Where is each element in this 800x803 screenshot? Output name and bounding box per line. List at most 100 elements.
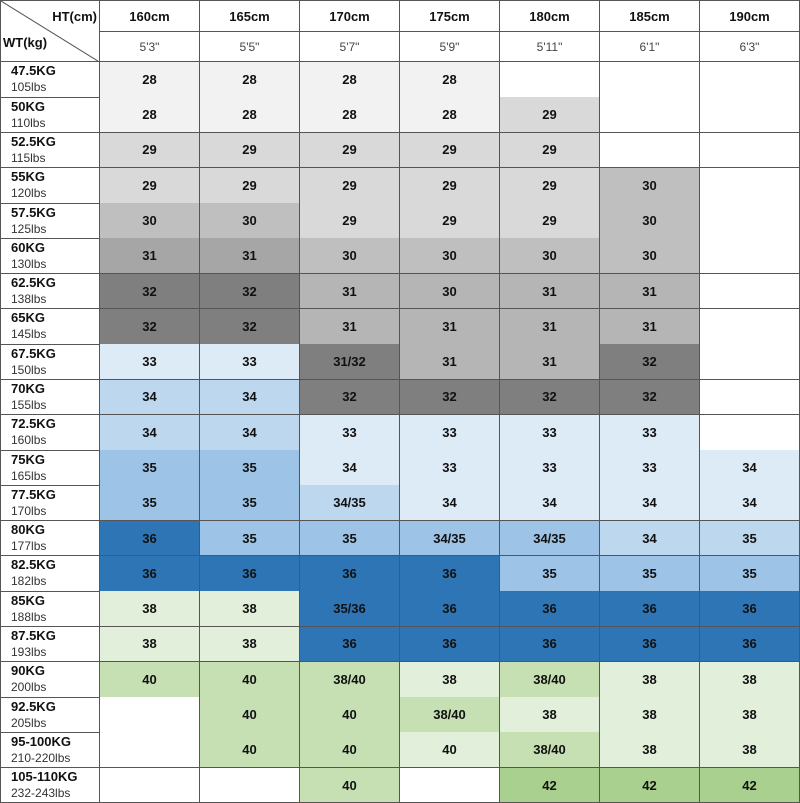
size-cell: 36 (600, 626, 700, 663)
size-cell: 36 (300, 626, 400, 663)
weight-cell: 72.5KG 160lbs (0, 414, 100, 451)
weight-lbs: 165lbs (11, 468, 47, 483)
size-cell: 32 (600, 379, 700, 416)
size-cell: 35 (700, 520, 800, 557)
size-cell: 32 (100, 273, 200, 310)
size-cell: 33 (200, 344, 300, 381)
size-cell (400, 767, 500, 803)
weight-cell: 67.5KG 150lbs (0, 344, 100, 381)
size-cell: 38 (400, 661, 500, 698)
size-cell: 34/35 (500, 520, 600, 557)
size-cell (700, 273, 800, 310)
size-cell: 38 (100, 591, 200, 628)
size-cell: 34 (200, 379, 300, 416)
weight-lbs: 145lbs (11, 327, 47, 342)
size-cell: 36 (500, 626, 600, 663)
size-cell: 40 (300, 732, 400, 769)
height-ft: 5'9" (400, 32, 500, 62)
weight-cell: 55KG 120lbs (0, 167, 100, 204)
size-cell: 40 (400, 732, 500, 769)
size-cell: 34 (600, 520, 700, 557)
height-cm: 165cm (200, 0, 300, 32)
size-cell: 30 (100, 203, 200, 239)
size-cell: 34 (100, 379, 200, 416)
weight-lbs: 105lbs (11, 80, 47, 95)
weight-cell: 87.5KG 193lbs (0, 626, 100, 663)
size-cell: 36 (700, 591, 800, 628)
size-cell: 31 (500, 309, 600, 345)
size-cell: 36 (500, 591, 600, 628)
size-cell: 31/32 (300, 344, 400, 381)
weight-lbs: 155lbs (11, 397, 47, 412)
size-cell: 29 (400, 167, 500, 204)
size-cell: 38 (700, 697, 800, 733)
size-cell: 28 (400, 97, 500, 134)
size-cell: 29 (400, 203, 500, 239)
weight-kg: 72.5KG (11, 416, 56, 432)
weight-cell: 77.5KG 170lbs (0, 485, 100, 522)
size-cell: 32 (500, 379, 600, 416)
weight-label: WT(kg) (3, 35, 48, 50)
size-cell: 32 (200, 309, 300, 345)
weight-kg: 57.5KG (11, 204, 56, 220)
size-cell: 29 (500, 203, 600, 239)
size-cell (100, 767, 200, 803)
weight-lbs: 205lbs (11, 715, 47, 730)
weight-lbs: 130lbs (11, 256, 47, 271)
size-cell: 36 (700, 626, 800, 663)
size-cell: 35 (600, 556, 700, 592)
weight-lbs: 177lbs (11, 539, 47, 554)
height-label: HT(cm) (52, 9, 97, 24)
size-cell (700, 167, 800, 204)
size-cell: 28 (200, 97, 300, 134)
size-cell (100, 732, 200, 769)
weight-kg: 82.5KG (11, 557, 56, 573)
size-cell: 30 (600, 167, 700, 204)
size-cell: 29 (100, 132, 200, 169)
weight-lbs: 150lbs (11, 362, 47, 377)
size-cell: 30 (500, 238, 600, 275)
size-cell: 35 (700, 556, 800, 592)
size-cell: 42 (700, 767, 800, 803)
weight-kg: 55KG (11, 169, 45, 185)
weight-lbs: 160lbs (11, 433, 47, 448)
weight-lbs: 193lbs (11, 644, 47, 659)
size-cell: 38 (600, 661, 700, 698)
weight-cell: 62.5KG 138lbs (0, 273, 100, 310)
weight-lbs: 120lbs (11, 186, 47, 201)
size-cell: 38/40 (400, 697, 500, 733)
size-cell: 35 (100, 450, 200, 486)
size-cell: 35 (300, 520, 400, 557)
weight-cell: 82.5KG 182lbs (0, 556, 100, 592)
size-cell (700, 203, 800, 239)
corner-diagonal (1, 1, 101, 63)
size-cell: 36 (400, 626, 500, 663)
height-cm: 175cm (400, 0, 500, 32)
size-cell: 36 (300, 556, 400, 592)
size-cell: 28 (100, 62, 200, 98)
size-cell: 29 (200, 132, 300, 169)
size-cell: 34 (100, 414, 200, 451)
height-ft: 5'7" (300, 32, 400, 62)
weight-cell: 95-100KG 210-220lbs (0, 732, 100, 769)
size-cell: 30 (400, 273, 500, 310)
size-cell (700, 344, 800, 381)
size-cell: 38 (700, 661, 800, 698)
size-cell: 31 (300, 273, 400, 310)
size-cell: 32 (600, 344, 700, 381)
weight-kg: 65KG (11, 310, 45, 326)
weight-kg: 105-110KG (11, 769, 78, 785)
size-cell: 31 (600, 273, 700, 310)
size-cell: 40 (100, 661, 200, 698)
size-cell: 38 (500, 697, 600, 733)
size-cell: 33 (100, 344, 200, 381)
weight-cell: 65KG 145lbs (0, 309, 100, 345)
height-cm: 160cm (100, 0, 200, 32)
size-cell (700, 97, 800, 134)
size-cell: 29 (300, 132, 400, 169)
size-cell: 34 (700, 485, 800, 522)
size-cell: 35/36 (300, 591, 400, 628)
weight-cell: 80KG 177lbs (0, 520, 100, 557)
size-cell: 33 (400, 450, 500, 486)
